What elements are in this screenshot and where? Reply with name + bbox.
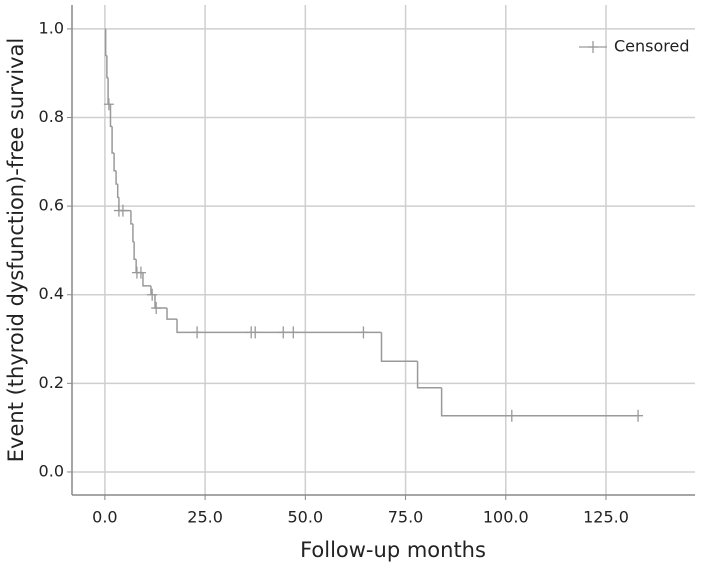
survival-step [440, 387, 639, 417]
censor-mark [288, 326, 299, 339]
censor-mark [250, 326, 261, 339]
y-tick-label: 0.0 [39, 461, 64, 480]
survival-step [115, 170, 118, 185]
y-tick-label: 0.8 [39, 107, 64, 126]
censor-mark [147, 288, 158, 301]
y-tick-label: 0.4 [39, 284, 64, 303]
y-tick-label: 0.2 [39, 373, 64, 392]
censor-mark [192, 326, 203, 339]
x-tick-label: 0.0 [92, 508, 117, 527]
x-tick-label: 125.0 [583, 508, 629, 527]
x-tick-label: 25.0 [187, 508, 223, 527]
survival-step [113, 152, 117, 172]
x-tick-label: 75.0 [388, 508, 424, 527]
censor-mark [103, 98, 114, 111]
censor-mark [633, 409, 644, 422]
legend-label: Censored [614, 37, 690, 56]
censor-mark [278, 326, 289, 339]
survival-step [133, 241, 137, 261]
y-tick-label: 0.6 [39, 196, 64, 215]
survival-step [104, 28, 107, 57]
legend-marker [588, 41, 598, 53]
censor-mark [506, 409, 517, 422]
x-tick-label: 50.0 [288, 508, 324, 527]
survival-step [166, 308, 178, 320]
survival-step [132, 223, 135, 243]
survival-step [380, 332, 418, 362]
survival-step [109, 104, 113, 128]
y-axis-title: Event (thyroid dysfunction)-free surviva… [4, 38, 28, 462]
x-tick-label: 100.0 [483, 508, 529, 527]
survival-step [118, 197, 131, 212]
x-axis-title: Follow-up months [300, 538, 486, 562]
censor-mark [117, 204, 128, 217]
survival-step [106, 55, 109, 79]
survival-step [111, 126, 115, 154]
censor-mark [358, 326, 369, 339]
survival-step [416, 361, 442, 389]
censor-mark [135, 266, 146, 279]
survival-step [130, 210, 133, 225]
survival-step [142, 272, 151, 287]
censor-mark [151, 302, 162, 315]
y-tick-label: 1.0 [39, 18, 64, 37]
survival-step [116, 183, 119, 199]
survival-step [176, 319, 382, 334]
